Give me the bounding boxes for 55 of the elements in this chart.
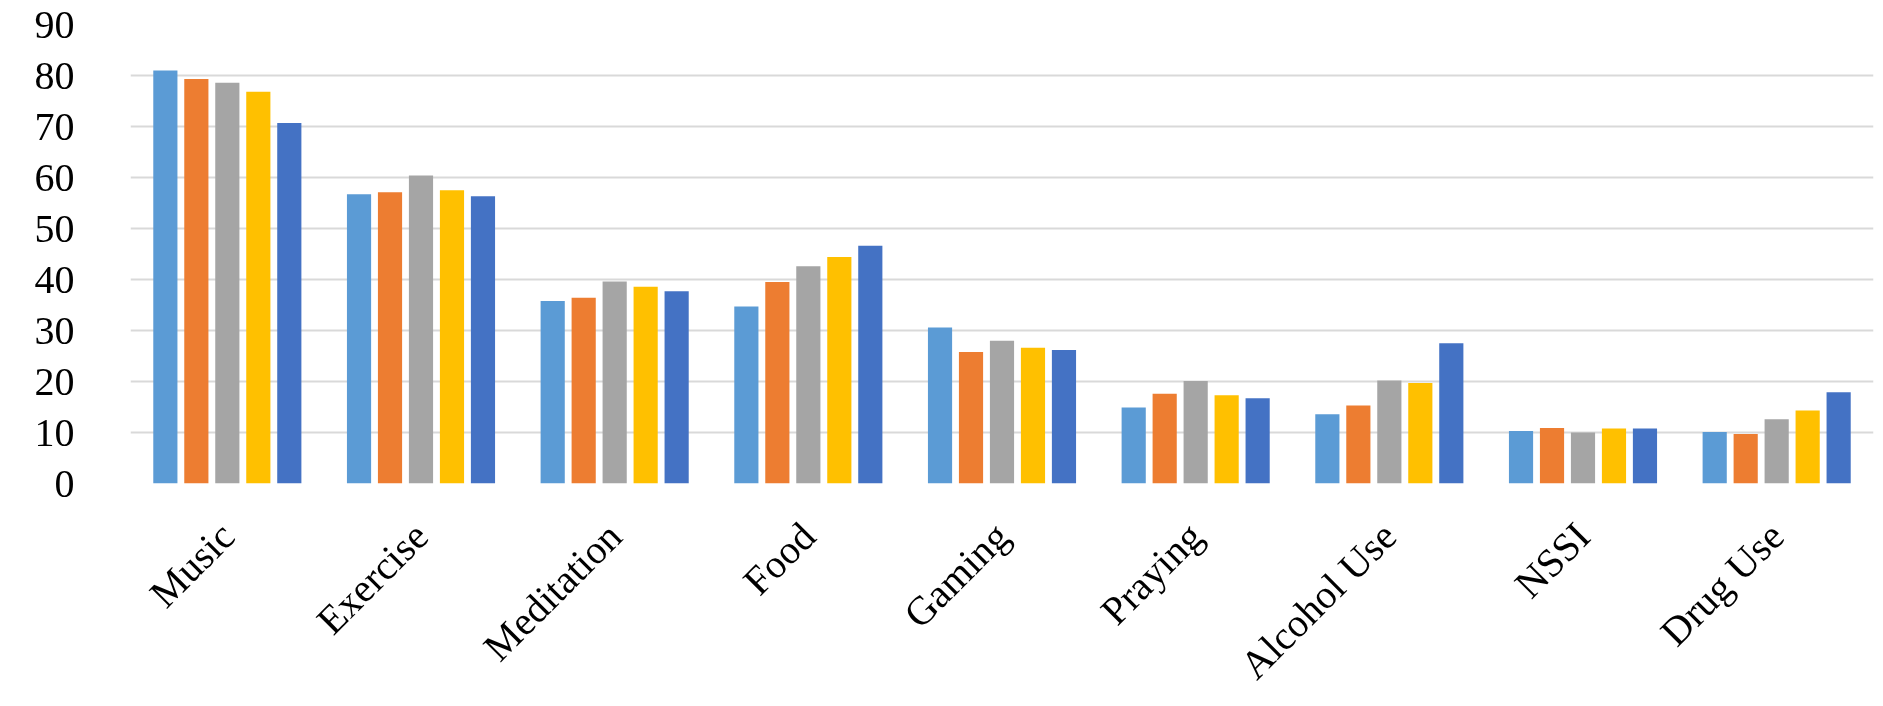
bar bbox=[540, 300, 565, 484]
bar bbox=[927, 327, 953, 484]
y-tick-label: 20 bbox=[34, 358, 75, 404]
bar bbox=[1632, 428, 1658, 484]
bar bbox=[1121, 407, 1146, 484]
bar bbox=[246, 91, 271, 484]
bar bbox=[664, 291, 689, 484]
bar bbox=[1183, 380, 1208, 484]
bar bbox=[1315, 414, 1340, 484]
bar bbox=[408, 175, 434, 484]
bar bbox=[1601, 428, 1627, 484]
y-tick-label: 40 bbox=[34, 256, 75, 302]
bar bbox=[734, 306, 759, 484]
bar bbox=[346, 194, 372, 484]
bar bbox=[1214, 395, 1239, 484]
bar bbox=[958, 351, 984, 484]
bar bbox=[1570, 432, 1596, 484]
bar bbox=[1152, 393, 1177, 484]
bar bbox=[1733, 434, 1758, 484]
bar bbox=[277, 122, 302, 484]
bar bbox=[153, 70, 178, 484]
bar bbox=[796, 266, 821, 484]
bar bbox=[1439, 343, 1464, 484]
bar bbox=[1051, 349, 1077, 484]
bar bbox=[1764, 419, 1789, 484]
bar bbox=[1245, 398, 1270, 484]
y-tick-label: 80 bbox=[34, 52, 75, 98]
y-tick-label: 90 bbox=[34, 1, 75, 47]
bar bbox=[439, 190, 465, 484]
bar bbox=[1539, 427, 1565, 484]
bar bbox=[827, 257, 852, 484]
bar bbox=[1408, 383, 1433, 484]
bar bbox=[1702, 431, 1727, 484]
bar bbox=[1508, 430, 1534, 484]
bar bbox=[571, 297, 596, 484]
bar bbox=[765, 282, 790, 484]
bar bbox=[1795, 410, 1820, 484]
bar bbox=[989, 340, 1015, 484]
y-tick-label: 70 bbox=[34, 103, 75, 149]
bar bbox=[1826, 392, 1851, 484]
y-tick-label: 0 bbox=[54, 460, 75, 506]
bar bbox=[602, 281, 627, 484]
bar bbox=[1346, 405, 1371, 484]
bar bbox=[858, 245, 883, 484]
bar bbox=[470, 196, 496, 484]
y-tick-label: 10 bbox=[34, 409, 75, 455]
bar bbox=[1377, 380, 1402, 484]
bar bbox=[1020, 347, 1046, 484]
bar bbox=[633, 286, 658, 484]
bar bbox=[377, 192, 403, 484]
y-tick-label: 60 bbox=[34, 154, 75, 200]
y-tick-label: 50 bbox=[34, 205, 75, 251]
y-tick-label: 30 bbox=[34, 307, 75, 353]
bar bbox=[184, 79, 209, 484]
bar bbox=[215, 82, 240, 484]
